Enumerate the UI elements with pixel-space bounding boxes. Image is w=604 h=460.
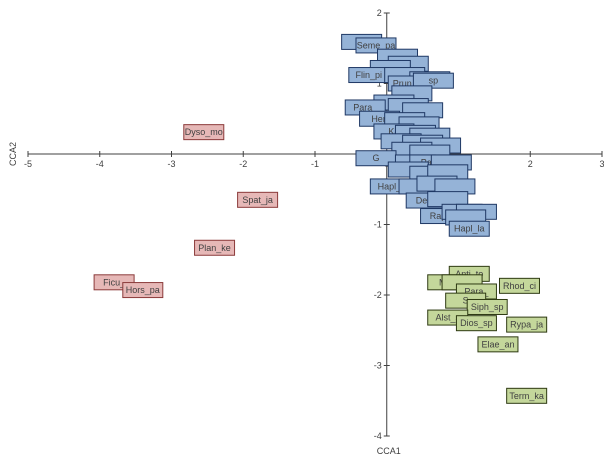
point-label: Anti_to	[455, 269, 483, 279]
point-label: Heri	[371, 114, 388, 124]
series-3: Anti_toMonRhod_ciPara_SSiph_spAlst_sDios…	[427, 265, 548, 404]
y-tick-label: -2	[374, 290, 382, 300]
point-box	[477, 336, 519, 353]
point-label: Hapl_l	[378, 181, 404, 191]
y-tick-label: -1	[374, 220, 382, 230]
point-box	[448, 220, 490, 237]
point-label: Para_	[464, 286, 489, 296]
y-tick-label: -3	[374, 361, 382, 371]
point-label: Flin_pi	[356, 70, 383, 80]
point-label: S	[463, 296, 469, 306]
point-label: Dios_sp	[460, 318, 493, 328]
point-box	[122, 282, 164, 299]
point-label: Rapa	[430, 211, 452, 221]
y-axis-title: CCA2	[8, 142, 18, 166]
point-label: Alst_s	[435, 313, 460, 323]
point-box	[506, 387, 548, 404]
point-label: Seme_pa	[357, 40, 396, 50]
point-label: Term_ka	[509, 391, 544, 401]
point-label: Ka	[388, 126, 399, 136]
point-label: sp	[429, 76, 439, 86]
point-label: Pala	[421, 157, 439, 167]
point-label: Dyso_mo	[185, 127, 223, 137]
point-label: Rhod_ci	[503, 281, 536, 291]
series-1: Dyso_mo Spat_ja Plan_ke Ficu_Hors_pa	[93, 124, 279, 299]
x-tick-label: -3	[167, 159, 175, 169]
y-tick-label: -4	[374, 431, 382, 441]
point-box	[183, 124, 225, 141]
point-label: Elae_an	[481, 339, 514, 349]
x-tick-label: 2	[528, 159, 533, 169]
point-box	[466, 298, 508, 315]
x-axis-title: CCA1	[377, 446, 401, 456]
axes: -5-4-3-2-10123 21-1-2-3-4	[24, 8, 604, 441]
x-tick-label: -4	[96, 159, 104, 169]
point-label: Para_	[353, 102, 378, 112]
point-label: Deca	[416, 196, 437, 206]
y-tick-label: 2	[377, 8, 382, 18]
point-box	[498, 277, 540, 294]
point-label: Prun_ja	[393, 79, 424, 89]
point-label: Rypa_ja	[510, 320, 543, 330]
series-2: Seme_paFlin_piPrun_jaspPara_HeriKaGMaPal…	[341, 33, 497, 237]
point-label: Hapl_la	[454, 224, 485, 234]
x-tick-label: -5	[24, 159, 32, 169]
point-label: Plan_ke	[198, 243, 231, 253]
point-box	[237, 191, 279, 208]
point-label: G	[372, 153, 379, 163]
point-label: Hors_pa	[126, 285, 160, 295]
x-tick-label: -2	[239, 159, 247, 169]
point-label: Siph_sp	[471, 302, 504, 312]
x-tick-label: 3	[599, 159, 604, 169]
point-box	[194, 239, 236, 256]
point-label: Ficu_	[103, 277, 126, 287]
point-box	[412, 72, 454, 89]
point-box	[455, 315, 497, 332]
point-box	[506, 316, 548, 333]
x-tick-label: -1	[311, 159, 319, 169]
data-points: Dyso_mo Spat_ja Plan_ke Ficu_Hors_pa Seme_pa…	[93, 33, 548, 404]
y-tick-label: 1	[377, 79, 382, 89]
point-label: Spat_ja	[242, 195, 273, 205]
